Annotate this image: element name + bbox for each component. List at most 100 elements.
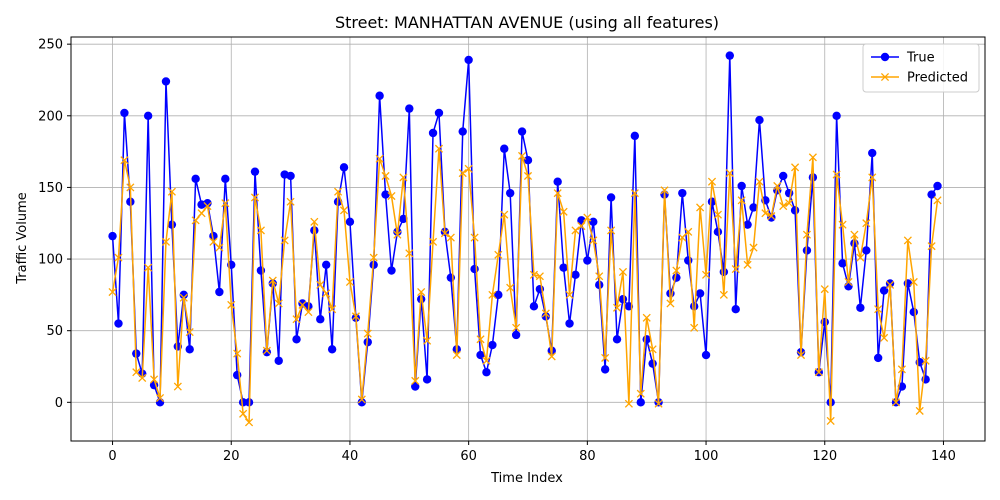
data-point [832, 170, 841, 179]
data-point [856, 303, 865, 312]
data-point [559, 263, 568, 272]
data-point [523, 171, 533, 181]
data-point [743, 220, 752, 229]
data-point [428, 128, 438, 138]
data-point [434, 108, 444, 118]
data-point [868, 173, 877, 182]
data-point [731, 304, 740, 314]
data-point [921, 356, 930, 365]
y-tick-label: 50 [46, 324, 63, 339]
data-point [322, 260, 331, 269]
data-point [292, 335, 301, 344]
data-point [286, 171, 295, 181]
data-point [482, 368, 491, 377]
data-point [345, 277, 355, 287]
x-tick-label: 20 [223, 449, 240, 464]
data-point [796, 350, 806, 360]
data-point [565, 319, 574, 328]
data-point [446, 233, 455, 242]
legend-box [862, 43, 980, 93]
data-point [143, 111, 153, 120]
data-point [885, 280, 895, 289]
legend-label: Predicted [907, 71, 968, 86]
legend: True Predicted [862, 43, 980, 93]
data-point [897, 365, 906, 374]
x-tick-label: 0 [108, 449, 116, 464]
data-point [399, 173, 408, 182]
data-point [601, 353, 610, 362]
data-point [862, 246, 871, 255]
y-tick-label: 200 [38, 109, 63, 124]
data-point [114, 319, 123, 328]
data-point [660, 186, 669, 195]
data-point [250, 167, 260, 176]
data-point [458, 127, 467, 136]
data-point [618, 267, 628, 277]
data-point [488, 290, 497, 299]
data-point [607, 226, 616, 235]
data-point [215, 243, 224, 252]
data-point [559, 207, 568, 216]
data-point [725, 51, 734, 60]
data-point [238, 398, 248, 407]
data-point [470, 264, 479, 274]
x-tick-label: 40 [342, 449, 359, 464]
data-point [784, 188, 794, 198]
data-point [434, 144, 444, 153]
data-point [731, 265, 740, 274]
data-point [517, 127, 527, 136]
data-point [571, 226, 580, 235]
data-point [274, 356, 283, 365]
data-point [191, 174, 200, 184]
data-point [250, 193, 260, 202]
data-point [387, 266, 396, 275]
data-point [713, 227, 723, 237]
data-point [298, 300, 307, 309]
plot-frame [70, 36, 986, 442]
data-point [387, 191, 396, 201]
data-point [719, 267, 729, 277]
data-point [239, 409, 248, 418]
data-point [648, 359, 657, 368]
data-point [689, 302, 699, 311]
data-point [707, 177, 717, 186]
data-point [583, 213, 592, 222]
data-point [589, 217, 598, 227]
x-tick-label: 60 [460, 449, 477, 464]
data-point [654, 399, 663, 408]
plot-series [108, 51, 942, 427]
data-point [737, 181, 746, 191]
data-point [488, 340, 497, 350]
data-point [927, 190, 936, 199]
series-line [111, 147, 939, 424]
data-point [422, 375, 432, 384]
data-point [381, 190, 390, 199]
data-point [452, 350, 461, 360]
series-true [108, 51, 942, 407]
data-point [595, 272, 604, 281]
data-point [701, 350, 711, 360]
x-axis-title: Time Index [490, 471, 563, 486]
x-tick-label: 100 [694, 449, 719, 464]
data-point [108, 287, 117, 297]
data-point [838, 220, 847, 229]
data-point [880, 333, 889, 342]
data-point [909, 307, 918, 317]
data-point [203, 198, 212, 208]
data-point [345, 217, 355, 227]
data-point [713, 210, 722, 219]
data-point [310, 217, 319, 226]
data-point [179, 290, 188, 300]
data-point [363, 329, 372, 338]
data-point [844, 282, 853, 291]
data-point [339, 163, 349, 172]
data-point [155, 398, 165, 407]
data-point [393, 230, 402, 239]
data-point [749, 243, 758, 252]
data-point [322, 289, 331, 298]
data-point [885, 279, 895, 288]
data-point [755, 177, 764, 186]
data-point [636, 398, 645, 407]
data-point [144, 263, 153, 272]
data-point [334, 187, 343, 196]
